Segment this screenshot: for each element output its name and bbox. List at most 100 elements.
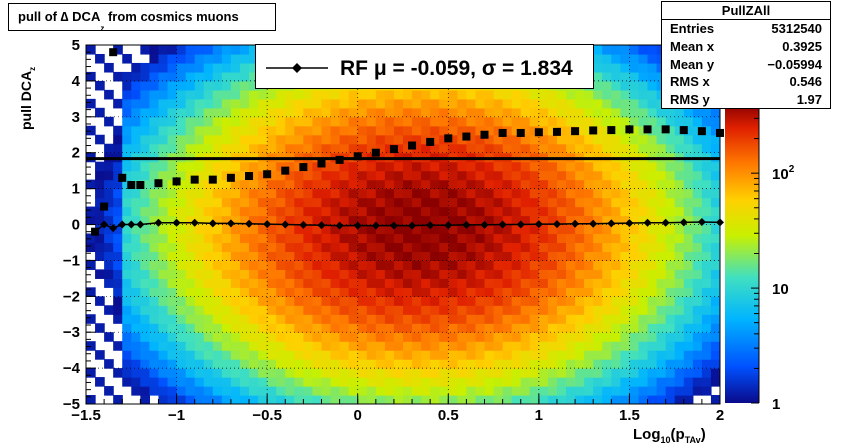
heatmap-cell — [457, 377, 467, 387]
mean-series-point — [109, 224, 118, 233]
heatmap-cell — [692, 170, 703, 181]
heatmap-cell — [502, 296, 513, 306]
heatmap-cell — [348, 323, 359, 333]
rms-series-point — [263, 170, 272, 179]
heatmap-cell — [393, 314, 404, 324]
heatmap-cell — [212, 242, 223, 253]
heatmap-cell — [230, 179, 241, 190]
heatmap-cell — [575, 278, 585, 288]
heatmap-cell — [167, 359, 178, 369]
heatmap-cell — [538, 350, 549, 360]
heatmap-cell — [375, 269, 386, 279]
heatmap-cell — [430, 215, 440, 226]
heatmap-cell — [602, 395, 612, 404]
heatmap-cell — [230, 269, 241, 279]
heatmap-cell — [330, 98, 341, 109]
heatmap-cell — [602, 350, 612, 360]
heatmap-cell — [547, 125, 558, 136]
heatmap-cell — [158, 278, 169, 288]
heatmap-cell — [484, 296, 495, 306]
y-tick-label: −4 — [63, 360, 81, 377]
heatmap-cell — [339, 287, 350, 297]
heatmap-cell — [674, 161, 685, 172]
heatmap-cell — [457, 260, 467, 270]
heatmap-cell — [412, 188, 422, 199]
heatmap-cell — [547, 305, 558, 315]
heatmap-cell — [122, 71, 132, 82]
heatmap-cell — [593, 314, 603, 324]
heatmap-cell — [665, 251, 676, 261]
heatmap-cell — [701, 332, 712, 342]
heatmap-cell — [194, 215, 205, 226]
heatmap-cell — [593, 215, 603, 226]
heatmap-cell — [258, 161, 268, 172]
heatmap-cell — [384, 296, 395, 306]
heatmap-cell — [203, 53, 214, 64]
heatmap-cell — [158, 260, 169, 270]
heatmap-cell — [611, 269, 621, 279]
heatmap-cell — [593, 98, 603, 109]
heatmap-cell — [665, 224, 676, 235]
heatmap-cell — [122, 134, 132, 145]
heatmap-cell — [375, 107, 386, 118]
heatmap-cell — [674, 269, 685, 279]
heatmap-cell — [692, 332, 703, 342]
heatmap-cell — [647, 395, 658, 404]
heatmap-cell — [538, 260, 549, 270]
heatmap-cell — [475, 134, 486, 145]
heatmap-cell — [393, 359, 404, 369]
heatmap-cell — [421, 368, 431, 378]
heatmap-cell — [566, 242, 576, 253]
heatmap-cell — [611, 377, 621, 387]
heatmap-cell — [602, 251, 612, 261]
heatmap-cell — [448, 296, 458, 306]
heatmap-cell — [556, 224, 567, 235]
heatmap-cell — [330, 125, 341, 136]
heatmap-cell — [403, 215, 413, 226]
heatmap-cell — [239, 98, 250, 109]
heatmap-cell — [239, 143, 250, 154]
heatmap-cell — [357, 233, 368, 244]
heatmap-cell — [393, 188, 404, 199]
heatmap-cell — [122, 224, 132, 235]
heatmap-cell — [430, 188, 440, 199]
heatmap-cell — [466, 89, 477, 100]
heatmap-cell — [538, 161, 549, 172]
heatmap-cell — [701, 359, 712, 369]
heatmap-cell — [484, 188, 495, 199]
heatmap-cell — [194, 323, 205, 333]
heatmap-cell — [312, 116, 323, 127]
heatmap-cell — [421, 377, 431, 387]
heatmap-cell — [258, 386, 268, 396]
heatmap-cell — [203, 251, 214, 261]
heatmap-cell — [493, 287, 504, 297]
heatmap-cell — [484, 350, 495, 360]
mean-series-point — [317, 221, 326, 230]
heatmap-cell — [511, 287, 522, 297]
x-tick-label: 2 — [716, 407, 724, 424]
heatmap-cell — [475, 350, 486, 360]
heatmap-cell — [611, 395, 621, 404]
heatmap-cell — [122, 278, 132, 288]
heatmap-cell — [520, 332, 531, 342]
heatmap-cell — [638, 287, 649, 297]
heatmap-cell — [602, 80, 612, 91]
heatmap-cell — [493, 323, 504, 333]
heatmap-cell — [674, 323, 685, 333]
heatmap-cell — [131, 278, 141, 288]
heatmap-cell — [502, 170, 513, 181]
heatmap-cell — [285, 359, 295, 369]
y-tick-label: −3 — [63, 324, 80, 341]
heatmap-cell — [556, 188, 567, 199]
heatmap-cell — [547, 242, 558, 253]
heatmap-cell — [294, 125, 304, 136]
heatmap-cell — [448, 242, 458, 253]
heatmap-cell — [276, 359, 286, 369]
heatmap-cell — [366, 350, 377, 360]
heatmap-cell — [375, 341, 386, 351]
heatmap-cell — [403, 224, 413, 235]
heatmap-cell — [538, 323, 549, 333]
heatmap-cell — [593, 89, 603, 100]
heatmap-cell — [221, 179, 232, 190]
heatmap-cell — [384, 116, 395, 127]
